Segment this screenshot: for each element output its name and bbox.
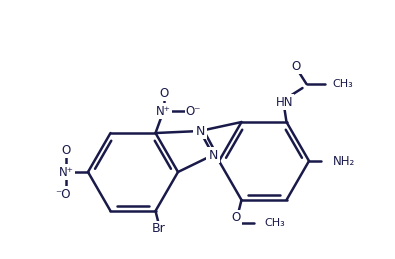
- Text: NH₂: NH₂: [333, 155, 355, 168]
- Text: CH₃: CH₃: [333, 79, 353, 89]
- Text: ⁻O: ⁻O: [55, 188, 71, 200]
- Text: O: O: [292, 60, 301, 73]
- Text: N: N: [208, 148, 218, 162]
- Text: Br: Br: [152, 222, 166, 235]
- Text: N: N: [195, 125, 205, 138]
- Text: N⁺: N⁺: [58, 166, 73, 178]
- Text: O⁻: O⁻: [186, 105, 201, 118]
- Text: O: O: [61, 143, 71, 156]
- Text: N⁺: N⁺: [156, 105, 171, 118]
- Text: HN: HN: [276, 96, 293, 109]
- Text: CH₃: CH₃: [265, 218, 285, 228]
- Text: O: O: [232, 211, 241, 225]
- Text: O: O: [159, 87, 168, 99]
